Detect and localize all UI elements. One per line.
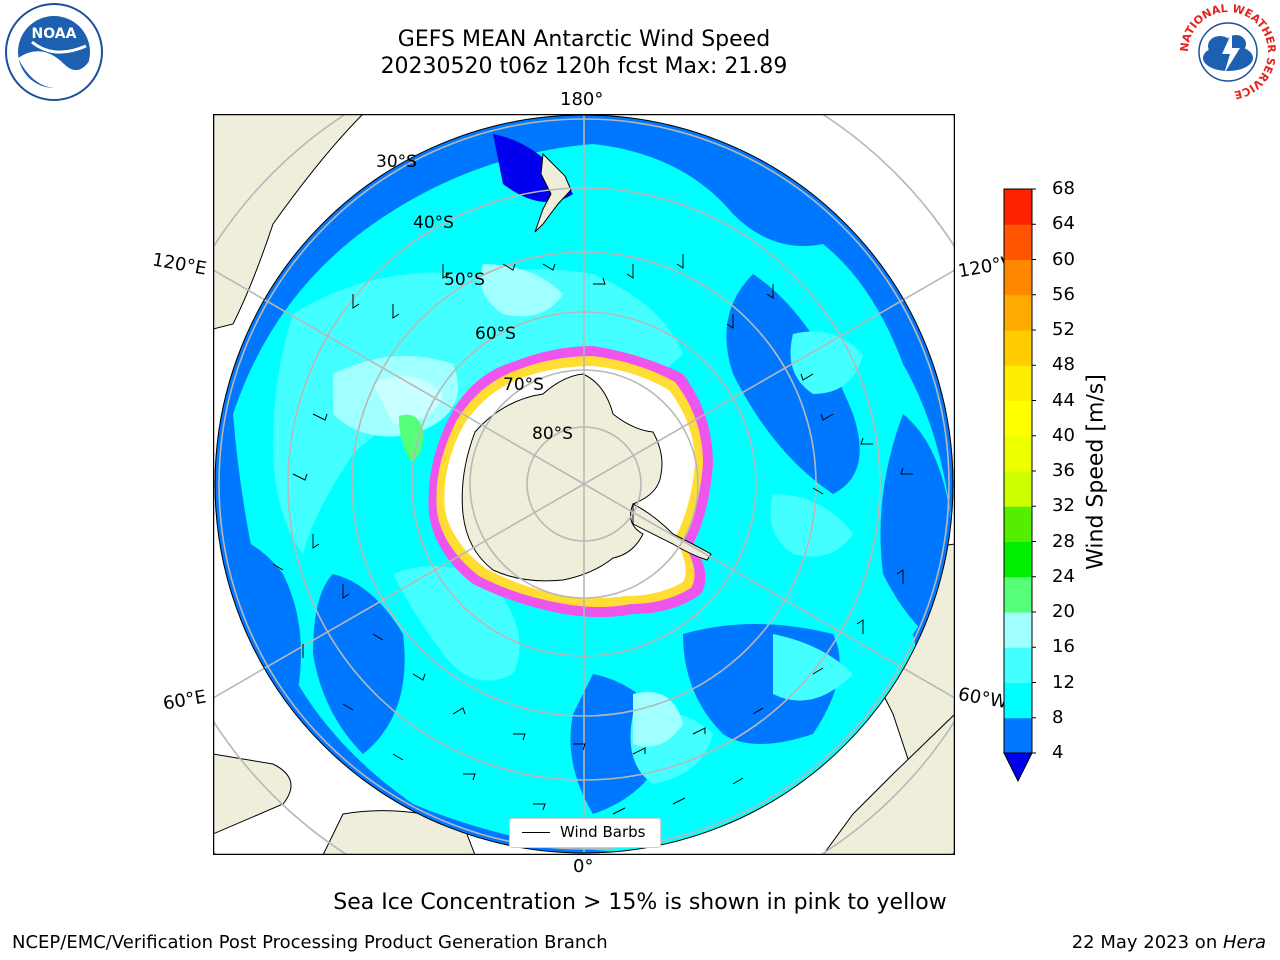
nws-logo: NATIONAL WEATHER SERVICE [1178,2,1278,102]
colorbar-tick-label: 28 [1052,530,1075,552]
colorbar-segment [1004,435,1032,472]
colorbar-segment [1004,717,1032,754]
sea-ice-note: Sea Ice Concentration > 15% is shown in … [333,890,947,915]
colorbar-tick-label: 20 [1052,601,1075,622]
footer-machine: Hera [1222,932,1266,953]
colorbar-tick-label: 32 [1052,495,1075,517]
wind-barbs-legend: Wind Barbs [509,818,661,848]
colorbar-tick-label: 64 [1052,213,1075,235]
colorbar [1000,186,1036,786]
footer-left: NCEP/EMC/Verification Post Processing Pr… [12,932,608,953]
title-line-2: 20230520 t06z 120h fcst Max: 21.89 [380,54,788,79]
noaa-logo: NOAA [2,2,106,102]
colorbar-tick-label: 40 [1052,424,1075,446]
colorbar-segment [1004,259,1032,296]
colorbar-segment [1004,189,1032,225]
colorbar-tick-label: 16 [1052,636,1075,658]
colorbar-tick-label: 12 [1052,671,1075,693]
antarctic-map [212,113,956,856]
lat-label-70s: 70°S [503,375,544,395]
colorbar-under-triangle [1003,752,1033,783]
lat-label-30s: 30°S [376,152,417,172]
colorbar-tick-label: 56 [1052,283,1075,305]
colorbar-tick-label: 24 [1052,565,1075,587]
colorbar-label: Wind Speed [m/s] [1083,374,1109,570]
colorbar-segment [1004,506,1032,542]
colorbar-segment [1004,365,1032,401]
footer-right: 22 May 2023 on Hera [1072,932,1266,953]
colorbar-segment [1004,224,1032,260]
legend-label: Wind Barbs [560,823,646,841]
colorbar-segment [1004,612,1032,648]
colorbar-segment [1004,330,1032,366]
lat-label-80s: 80°S [532,424,573,444]
colorbar-tick-label: 44 [1052,389,1075,411]
colorbar-tick-label: 60 [1052,248,1075,270]
colorbar-tick-label: 68 [1052,178,1075,199]
colorbar-segment [1004,682,1032,719]
noaa-logo-text: NOAA [32,26,77,42]
lat-label-40s: 40°S [413,213,454,233]
colorbar-tick-label: 8 [1052,706,1064,728]
colorbar-tick-label: 52 [1052,319,1075,340]
lon-label-upper-left: 120°E [150,249,209,280]
colorbar-tick-label: 4 [1052,742,1064,763]
colorbar-segment [1004,294,1032,331]
colorbar-tick-label: 36 [1052,460,1075,481]
wind-barbs [272,254,913,815]
title-line-1: GEFS MEAN Antarctic Wind Speed [397,27,771,52]
legend-line-icon [522,832,550,833]
colorbar-tick-label: 48 [1052,354,1075,376]
colorbar-segment [1004,471,1032,507]
colorbar-segment [1004,576,1032,613]
colorbar-segment [1004,541,1032,578]
lon-label-top: 180° [560,89,604,110]
lon-label-bottom: 0° [573,856,594,877]
lon-label-lower-left: 60°E [161,686,208,715]
lat-label-50s: 50°S [444,270,485,290]
colorbar-segment [1004,647,1032,683]
lat-label-60s: 60°S [475,324,516,344]
footer-date: 22 May 2023 on [1071,932,1223,953]
colorbar-segment [1004,400,1032,437]
